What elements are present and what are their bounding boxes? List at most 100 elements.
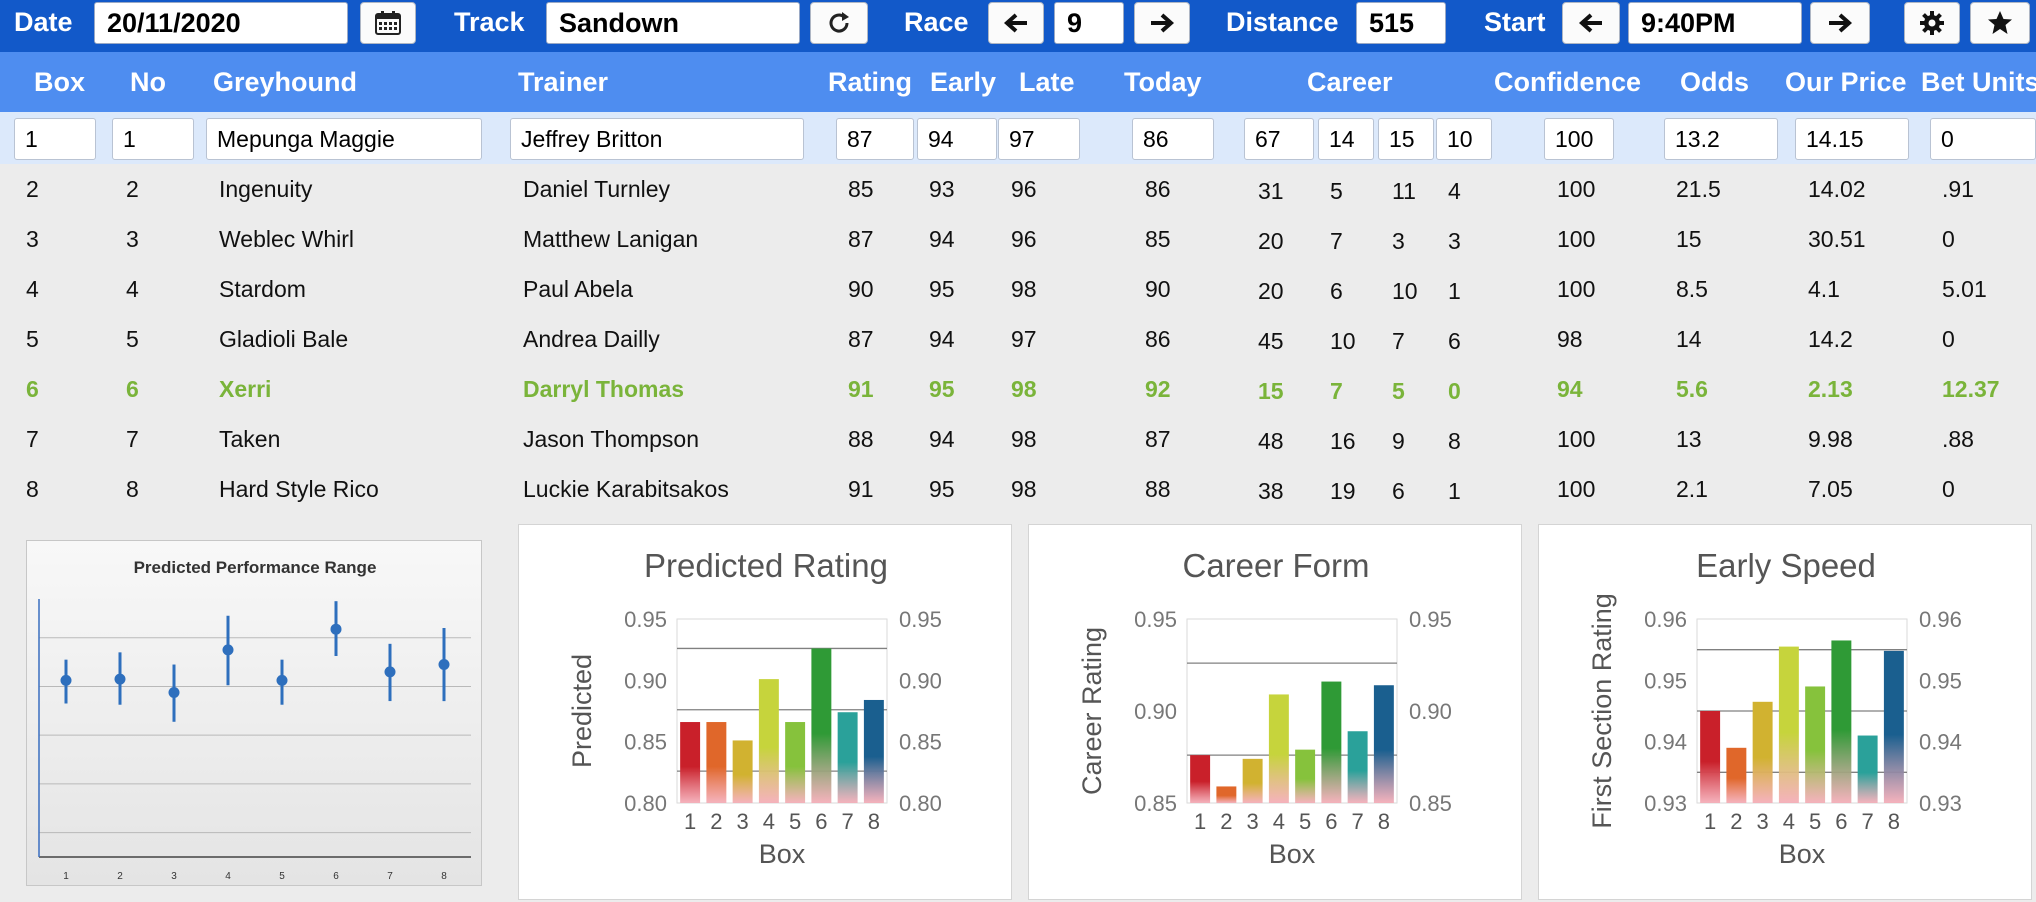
career-4-input[interactable]: 10 — [1436, 118, 1492, 160]
cell-career-2: 6 — [1330, 278, 1343, 304]
bet-units-input[interactable]: 0 — [1930, 118, 2036, 160]
cell-career-2: 19 — [1330, 478, 1356, 504]
col-early[interactable]: Early — [930, 67, 997, 97]
career-2-input[interactable]: 14 — [1318, 118, 1374, 160]
y-axis-label: First Section Rating — [1587, 593, 1617, 829]
confidence-input[interactable]: 100 — [1544, 118, 1614, 160]
race-prev-button[interactable] — [988, 2, 1044, 44]
data-point — [168, 687, 180, 699]
cell-box: 7 — [26, 426, 39, 452]
start-next-button[interactable] — [1810, 2, 1870, 44]
settings-button[interactable] — [1904, 2, 1960, 44]
rating-input[interactable]: 87 — [836, 118, 914, 160]
table-header: Box No Greyhound Trainer Rating Early La… — [0, 52, 2036, 112]
col-today[interactable]: Today — [1124, 67, 1202, 97]
late-input[interactable]: 97 — [998, 118, 1080, 160]
col-rating[interactable]: Rating — [828, 67, 912, 97]
start-prev-button[interactable] — [1562, 2, 1620, 44]
favorite-button[interactable] — [1970, 2, 2030, 44]
career-form-chart: Career Form 0.85 0.85 0.90 0.90 0.95 0.95 1 2 3 4 5… — [1028, 524, 1522, 900]
chart-title: Career Form — [1182, 547, 1369, 584]
y-tick-label-left: 0.80 — [624, 791, 667, 816]
table-row[interactable]: 3 3 Weblec Whirl Matthew Lanigan 87 94 96 85 20 7… — [0, 214, 2036, 264]
y-tick-label-right: 0.85 — [1409, 791, 1452, 816]
col-confidence[interactable]: Confidence — [1494, 67, 1642, 97]
cell-today: 86 — [1145, 176, 1171, 202]
table-row[interactable]: 5 5 Gladioli Bale Andrea Dailly 87 94 97 86 45 10… — [0, 314, 2036, 364]
career-1-input[interactable]: 67 — [1244, 118, 1314, 160]
col-late[interactable]: Late — [1019, 67, 1075, 97]
bar — [785, 722, 806, 803]
y-tick-label-right: 0.95 — [1409, 607, 1452, 632]
col-box[interactable]: Box — [34, 67, 86, 97]
box-input[interactable]: 1 — [14, 118, 96, 160]
bar — [1295, 749, 1316, 803]
table-row[interactable]: 1 1 Mepunga Maggie Jeffrey Britton 87 94… — [0, 112, 2036, 164]
data-point — [438, 659, 450, 671]
x-tick-label: 4 — [1783, 809, 1795, 834]
no-input[interactable]: 1 — [112, 118, 194, 160]
x-tick-label: 5 — [1299, 809, 1311, 834]
cell-odds: 2.1 — [1676, 476, 1708, 502]
y-tick-label-right: 0.94 — [1919, 730, 1962, 755]
start-time-input[interactable]: 9:40PM — [1628, 2, 1802, 44]
y-tick-label-left: 0.90 — [1134, 699, 1177, 724]
cell-early: 95 — [929, 476, 955, 502]
table-row[interactable]: 2 2 Ingenuity Daniel Turnley 85 93 96 86 31 5 11 4 1… — [0, 164, 2036, 214]
table-row[interactable]: 7 7 Taken Jason Thompson 88 94 98 87 48 16 9 8 100 13… — [0, 414, 2036, 464]
y-tick-label-right: 0.90 — [899, 668, 942, 693]
col-our-price[interactable]: Our Price — [1785, 67, 1907, 97]
cell-no: 4 — [126, 276, 139, 302]
cell-bet-units: 0 — [1942, 476, 1955, 502]
cell-confidence: 100 — [1557, 426, 1596, 452]
cell-late: 98 — [1011, 276, 1037, 302]
bar — [1242, 758, 1263, 803]
refresh-button[interactable] — [810, 2, 868, 44]
cell-box: 5 — [26, 326, 39, 352]
col-odds[interactable]: Odds — [1680, 67, 1750, 97]
odds-input[interactable]: 13.2 — [1664, 118, 1778, 160]
x-tick-label: 7 — [1352, 809, 1364, 834]
table-row[interactable]: 4 4 Stardom Paul Abela 90 95 98 90 20 6 10 1 100 8.5 4… — [0, 264, 2036, 314]
race-next-button[interactable] — [1134, 2, 1190, 44]
x-tick-label: 8 — [1888, 809, 1900, 834]
career-3-input[interactable]: 15 — [1378, 118, 1434, 160]
cell-today: 87 — [1145, 426, 1171, 452]
table-row[interactable]: 6 6 Xerri Darryl Thomas 91 95 98 92 15 7 5 0 94 5.6 2.… — [0, 364, 2036, 414]
cell-confidence: 100 — [1557, 276, 1596, 302]
today-input[interactable]: 86 — [1132, 118, 1214, 160]
refresh-icon — [829, 12, 849, 33]
our-price-input[interactable]: 14.15 — [1795, 118, 1909, 160]
cell-no: 6 — [126, 376, 139, 402]
x-tick-label: 8 — [441, 871, 447, 882]
track-input[interactable]: Sandown — [546, 2, 800, 44]
col-no[interactable]: No — [130, 67, 166, 97]
cell-career-4: 1 — [1448, 478, 1461, 504]
calendar-button[interactable] — [360, 2, 416, 44]
bar — [863, 699, 884, 803]
table-row[interactable]: 8 8 Hard Style Rico Luckie Karabitsakos 91 95… — [0, 464, 2036, 514]
cell-career-2: 5 — [1330, 178, 1343, 204]
col-trainer[interactable]: Trainer — [518, 67, 609, 97]
cell-trainer: Darryl Thomas — [523, 376, 685, 402]
arrow-left-icon — [1578, 13, 1602, 33]
col-career[interactable]: Career — [1307, 67, 1393, 97]
cell-career-3: 10 — [1392, 278, 1418, 304]
cell-late: 96 — [1011, 226, 1037, 252]
data-point — [222, 644, 234, 656]
early-input[interactable]: 94 — [917, 118, 997, 160]
col-greyhound[interactable]: Greyhound — [213, 67, 358, 97]
track-label: Track — [454, 7, 525, 37]
cell-early: 93 — [929, 176, 955, 202]
greyhound-input[interactable]: Mepunga Maggie — [206, 118, 482, 160]
date-input[interactable]: 20/11/2020 — [94, 2, 348, 44]
y-tick-label-right: 0.96 — [1919, 607, 1962, 632]
race-input[interactable]: 9 — [1054, 2, 1124, 44]
start-label: Start — [1484, 7, 1546, 37]
y-tick-label-left: 0.90 — [624, 668, 667, 693]
distance-input[interactable]: 515 — [1356, 2, 1446, 44]
cell-bet-units: .88 — [1942, 426, 1974, 452]
col-bet-units[interactable]: Bet Units — [1921, 67, 2036, 97]
trainer-input[interactable]: Jeffrey Britton — [510, 118, 804, 160]
bar — [1268, 694, 1289, 803]
